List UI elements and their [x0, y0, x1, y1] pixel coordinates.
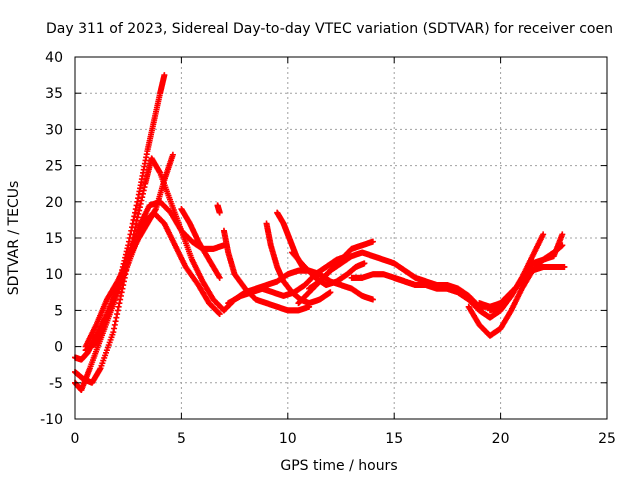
data-point [216, 311, 223, 318]
data-series [72, 72, 568, 394]
grid-lines [75, 57, 607, 419]
y-tick-label: 30 [45, 122, 63, 138]
axis-ticks: 0 5 10 15 20 25 -10 -5 0 5 10 15 20 25 30 35 40 [40, 50, 616, 447]
data-point [369, 238, 376, 245]
data-point [369, 296, 376, 303]
series-track-20 [476, 263, 568, 310]
y-tick-label: 20 [45, 195, 63, 211]
series-track-6 [178, 206, 223, 281]
y-tick-label: 5 [54, 303, 63, 319]
y-tick-label: 25 [45, 159, 63, 175]
x-tick-label: 5 [177, 431, 186, 447]
x-tick-label: 25 [598, 431, 616, 447]
y-tick-label: 40 [45, 50, 63, 66]
y-tick-label: 0 [54, 340, 63, 356]
series-track-4 [82, 198, 227, 354]
data-point [169, 151, 176, 158]
x-tick-label: 10 [279, 431, 297, 447]
x-tick-label: 15 [385, 431, 403, 447]
chart-title: Day 311 of 2023, Sidereal Day-to-day VTE… [46, 21, 613, 37]
y-tick-label: -10 [40, 412, 63, 428]
series-track-13 [289, 249, 368, 289]
series-track-10 [225, 253, 351, 307]
data-point [216, 274, 223, 281]
x-tick-label: 0 [71, 431, 80, 447]
y-tick-label: -5 [49, 376, 63, 392]
series-track-5 [82, 151, 176, 350]
y-tick-label: 10 [45, 267, 63, 283]
data-point [361, 260, 368, 267]
x-tick-label: 20 [492, 431, 510, 447]
y-tick-label: 15 [45, 231, 63, 247]
x-axis-label: GPS time / hours [280, 458, 397, 474]
y-axis-label: SDTVAR / TECUs [6, 181, 22, 296]
data-point [540, 231, 547, 238]
data-point [559, 231, 566, 238]
y-tick-label: 35 [45, 86, 63, 102]
series-track-7 [214, 202, 223, 216]
series-track-3 [72, 209, 223, 394]
data-point [561, 263, 568, 270]
data-point [216, 209, 223, 216]
data-point [161, 72, 168, 79]
data-point [327, 289, 334, 296]
